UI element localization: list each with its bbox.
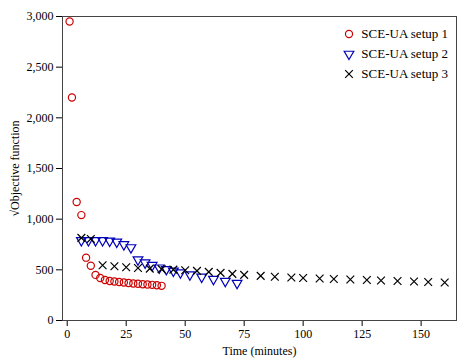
svg-text:0: 0 <box>64 327 70 341</box>
svg-text:75: 75 <box>238 327 250 341</box>
svg-text:125: 125 <box>353 327 371 341</box>
svg-text:1,000: 1,000 <box>27 212 54 226</box>
svg-text:0: 0 <box>48 313 54 327</box>
svg-text:2,000: 2,000 <box>27 111 54 125</box>
svg-text:150: 150 <box>412 327 430 341</box>
svg-text:25: 25 <box>120 327 132 341</box>
svg-text:2,500: 2,500 <box>27 60 54 74</box>
svg-text:3,000: 3,000 <box>27 9 54 23</box>
html-text:SCE-UA setup 2: SCE-UA setup 2 <box>361 46 448 61</box>
svg-text:Time (minutes): Time (minutes) <box>223 344 297 358</box>
svg-text:1,500: 1,500 <box>27 161 54 175</box>
svg-text:50: 50 <box>179 327 191 341</box>
svg-text:500: 500 <box>36 263 54 277</box>
svg-text:√Objective function: √Objective function <box>8 120 22 216</box>
html-text:SCE-UA setup 3: SCE-UA setup 3 <box>361 66 448 81</box>
svg-text:100: 100 <box>294 327 312 341</box>
html-text:SCE-UA setup 1: SCE-UA setup 1 <box>361 26 448 41</box>
